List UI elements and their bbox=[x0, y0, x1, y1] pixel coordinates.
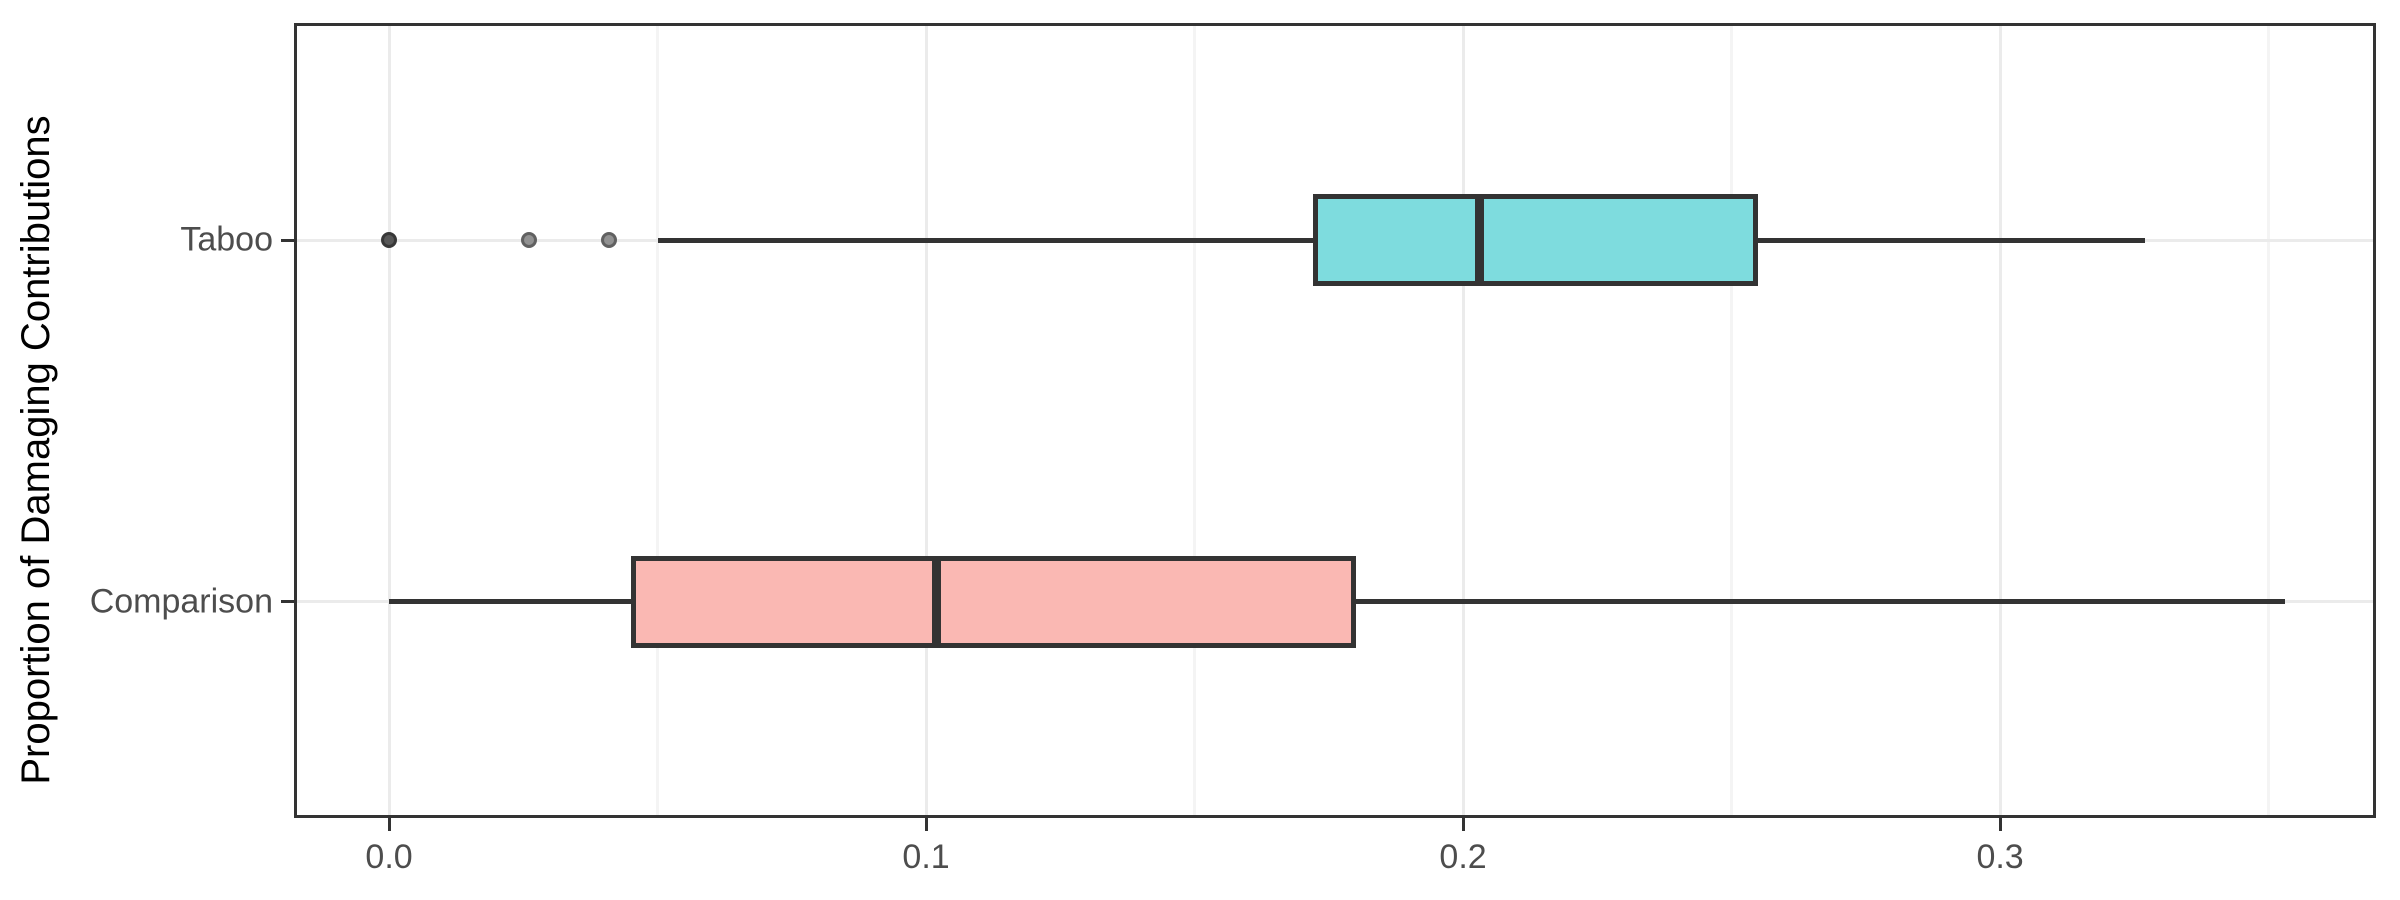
x-tick-label: 0.1 bbox=[902, 838, 950, 876]
x-axis-tick bbox=[924, 818, 928, 831]
whisker-left-taboo bbox=[657, 237, 1313, 243]
gridline-minor bbox=[1193, 23, 1197, 818]
median-line-taboo bbox=[1474, 194, 1484, 287]
x-tick-label: 0.2 bbox=[1439, 838, 1487, 876]
y-axis-tick bbox=[281, 600, 294, 604]
gridline-minor bbox=[656, 23, 660, 818]
gridline-minor bbox=[2267, 23, 2271, 818]
y-axis-title: Proportion of Damaging Contributions bbox=[14, 115, 58, 785]
y-axis-tick bbox=[281, 238, 294, 242]
y-tick-label-comparison: Comparison bbox=[89, 582, 273, 621]
x-axis-tick bbox=[387, 818, 391, 831]
gridline-major bbox=[924, 23, 928, 818]
whisker-left-comparison bbox=[389, 599, 631, 605]
y-tick-label-taboo: Taboo bbox=[180, 220, 273, 259]
gridline-major bbox=[1998, 23, 2002, 818]
x-axis-tick bbox=[1998, 818, 2002, 831]
gridline-major bbox=[1461, 23, 1465, 818]
gridline-major bbox=[387, 23, 391, 818]
whisker-right-taboo bbox=[1758, 237, 2146, 243]
outlier-point bbox=[601, 232, 618, 249]
median-line-comparison bbox=[932, 555, 942, 648]
box-taboo bbox=[1312, 194, 1759, 287]
plot-panel bbox=[294, 23, 2376, 818]
x-tick-label: 0.3 bbox=[1976, 838, 2024, 876]
box-comparison bbox=[630, 555, 1356, 648]
outlier-point bbox=[381, 232, 398, 249]
whisker-right-comparison bbox=[1355, 599, 2285, 605]
outlier-point bbox=[520, 232, 537, 249]
x-tick-label: 0.0 bbox=[365, 838, 413, 876]
gridline-minor bbox=[1730, 23, 1734, 818]
x-axis-tick bbox=[1461, 818, 1465, 831]
